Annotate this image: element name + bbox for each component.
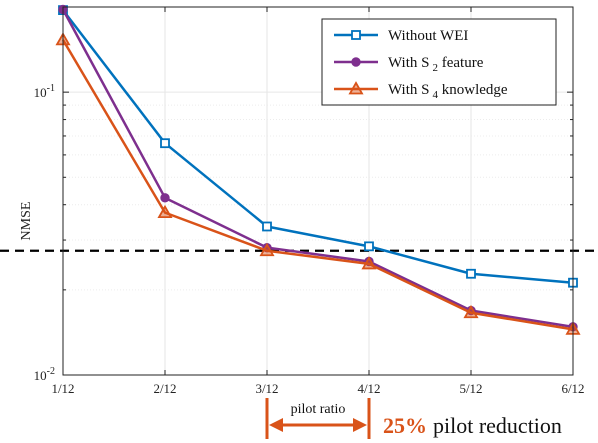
x-tick-label: 1/12 bbox=[51, 381, 74, 396]
data-point-marker bbox=[463, 304, 479, 319]
reduction-label: pilot reduction bbox=[433, 413, 562, 438]
data-point-marker bbox=[364, 241, 374, 252]
y-tick-label: 10-2 bbox=[34, 366, 55, 383]
bracket-label: pilot ratio bbox=[291, 402, 346, 417]
bracket-arrow-head-right bbox=[353, 418, 367, 432]
reduction-text: 25% pilot reduction bbox=[383, 413, 562, 438]
data-point-marker bbox=[160, 193, 170, 203]
data-point-marker bbox=[361, 256, 377, 270]
x-tick-label: 6/12 bbox=[561, 381, 584, 396]
legend-entry: Without WEI bbox=[388, 28, 468, 44]
series-line bbox=[62, 9, 574, 284]
series-line bbox=[61, 39, 574, 331]
y-tick-exponent: -1 bbox=[47, 83, 55, 94]
data-point-marker bbox=[160, 138, 170, 149]
plot-frame bbox=[62, 6, 574, 376]
bracket-arrow-head-left bbox=[269, 418, 283, 432]
legend-entry-suffix: feature bbox=[438, 55, 484, 71]
y-tick-label: 10-1 bbox=[34, 83, 55, 100]
x-tick-label: 4/12 bbox=[357, 381, 380, 396]
x-tick-label: 3/12 bbox=[255, 381, 278, 396]
data-point-marker bbox=[259, 242, 275, 257]
legend-entry-subscript: 4 bbox=[432, 89, 438, 101]
x-tick-label: 2/12 bbox=[153, 381, 176, 396]
legend-entry-name: With S bbox=[388, 82, 429, 98]
reduction-percent: 25% bbox=[383, 413, 427, 438]
series-line bbox=[61, 8, 574, 329]
legend-entry-name: Without WEI bbox=[388, 28, 468, 44]
legend-entry-suffix: knowledge bbox=[438, 82, 508, 98]
y-tick-exponent: -2 bbox=[47, 366, 55, 377]
data-point-marker bbox=[351, 57, 361, 67]
legend-entry-name: With S bbox=[388, 55, 429, 71]
y-tick-base: 10 bbox=[34, 368, 47, 383]
data-point-marker bbox=[351, 30, 361, 40]
data-point-marker bbox=[157, 204, 173, 219]
x-tick-label: 5/12 bbox=[459, 381, 482, 396]
data-point-marker bbox=[348, 81, 364, 95]
y-tick-base: 10 bbox=[34, 85, 47, 100]
data-point-marker bbox=[466, 268, 476, 279]
legend-entry-subscript: 2 bbox=[432, 62, 438, 74]
y-axis-label: NMSE bbox=[19, 202, 34, 241]
pilot-reduction-annotation: pilot ratio 25% pilot reduction bbox=[265, 398, 562, 439]
data-point-marker bbox=[262, 221, 272, 232]
